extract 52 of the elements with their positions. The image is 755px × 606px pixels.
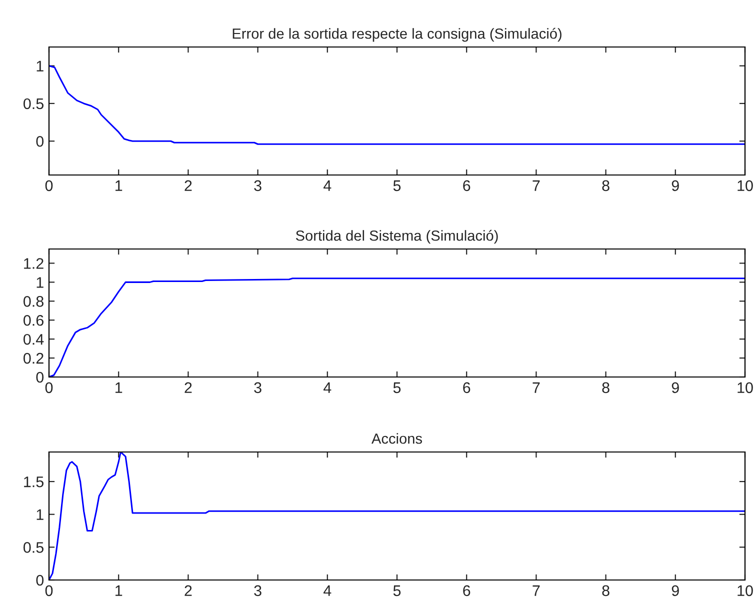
y-tick-label: 0.8 xyxy=(24,296,44,307)
x-tick-label: 5 xyxy=(393,585,401,596)
x-tick-label: 6 xyxy=(463,585,470,596)
x-tick-label: 5 xyxy=(393,382,401,394)
x-tick-label: 3 xyxy=(254,585,262,596)
x-tick-label: 3 xyxy=(254,180,262,192)
y-tick-label: 1 xyxy=(36,277,44,288)
y-tick-label: 0.2 xyxy=(24,352,44,364)
x-tick-label: 10 xyxy=(738,585,753,596)
x-tick-label: 1 xyxy=(116,382,122,393)
x-tick-label: 9 xyxy=(672,180,679,192)
x-tick-label: 2 xyxy=(184,382,192,393)
y-tick-label: 1.5 xyxy=(24,476,44,488)
x-tick-label: 2 xyxy=(184,180,192,191)
x-tick-label: 2 xyxy=(184,585,192,596)
y-tick-label: 0 xyxy=(36,372,44,383)
x-tick-label: 7 xyxy=(532,382,540,393)
x-tick-label: 0 xyxy=(45,585,53,596)
x-tick-label: 1 xyxy=(116,180,122,191)
x-tick-label: 10 xyxy=(738,382,753,394)
chart-title: Error de la sortida respecte la consigna (Simulació) xyxy=(232,28,562,42)
x-tick-label: 10 xyxy=(738,180,753,192)
y-tick-label: 0 xyxy=(36,574,44,586)
x-tick-label: 4 xyxy=(324,382,332,393)
chart-title: Accions xyxy=(372,433,422,444)
y-tick-label: 0.5 xyxy=(24,98,44,110)
x-tick-label: 6 xyxy=(463,382,470,394)
y-tick-label: 0.5 xyxy=(24,542,44,553)
y-tick-label: 0.4 xyxy=(24,334,44,345)
y-tick-label: 1 xyxy=(36,509,44,520)
line-series xyxy=(49,452,745,580)
x-tick-label: 7 xyxy=(532,585,540,596)
x-tick-label: 9 xyxy=(672,585,679,596)
x-tick-label: 0 xyxy=(45,382,53,394)
x-tick-label: 8 xyxy=(602,585,610,596)
x-tick-label: 4 xyxy=(324,585,332,596)
y-tick-label: 0 xyxy=(36,136,44,147)
x-tick-label: 8 xyxy=(602,180,610,192)
line-series xyxy=(49,65,745,145)
y-tick-label: 0.6 xyxy=(24,314,44,326)
x-tick-label: 7 xyxy=(532,180,540,191)
chart-title: Sortida del Sistema (Simulació) xyxy=(296,230,498,244)
x-tick-label: 9 xyxy=(672,382,679,394)
y-tick-label: 1.2 xyxy=(24,258,44,269)
x-tick-label: 0 xyxy=(45,180,53,192)
y-tick-label: 1 xyxy=(36,60,44,72)
x-tick-label: 3 xyxy=(254,382,262,394)
x-tick-label: 5 xyxy=(393,180,401,192)
x-tick-label: 1 xyxy=(116,585,122,596)
x-tick-label: 4 xyxy=(324,180,332,191)
x-tick-label: 6 xyxy=(463,180,470,192)
x-tick-label: 8 xyxy=(602,382,610,394)
